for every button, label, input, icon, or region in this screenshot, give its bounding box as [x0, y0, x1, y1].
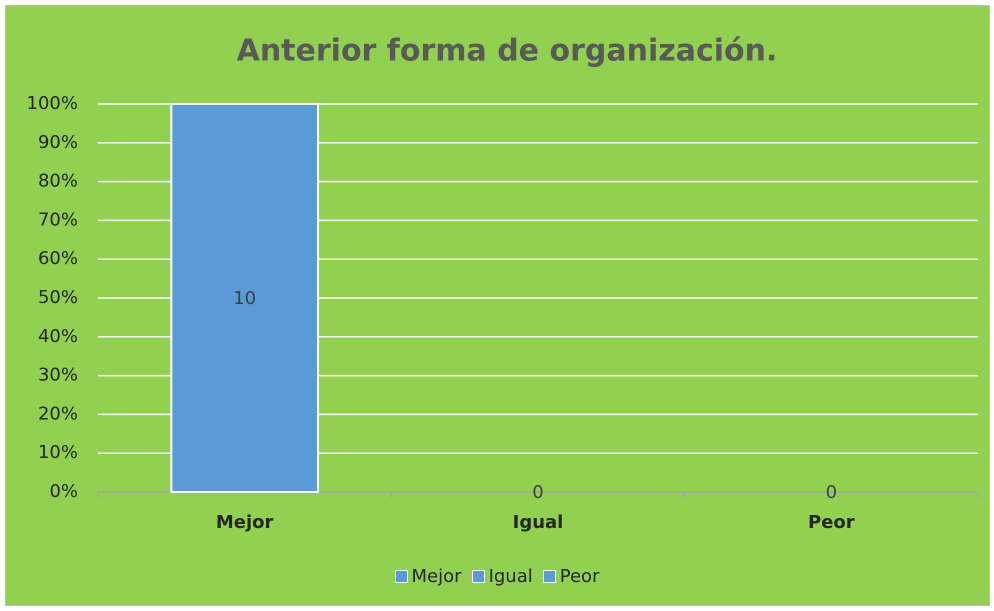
x-tick-label: Mejor: [216, 512, 274, 533]
legend-swatch: [471, 570, 485, 583]
y-tick-label: 40%: [38, 326, 78, 347]
x-tick-label: Igual: [513, 512, 564, 533]
y-tick-label: 0%: [49, 481, 78, 502]
y-tick-label: 30%: [38, 365, 78, 386]
data-label: 0: [826, 482, 837, 503]
legend-label: Mejor: [411, 566, 462, 587]
y-tick-label: 10%: [38, 442, 78, 463]
legend-item: Mejor: [394, 566, 462, 587]
legend-swatch: [542, 570, 556, 583]
legend-item: Igual: [471, 566, 533, 587]
legend-item: Peor: [542, 566, 600, 587]
y-tick-label: 70%: [38, 209, 78, 230]
y-tick-label: 20%: [38, 403, 78, 424]
legend-swatch: [394, 570, 408, 583]
chart-background: [5, 5, 990, 606]
legend-label: Peor: [559, 566, 600, 587]
bar: [170, 103, 319, 493]
data-label: 10: [233, 288, 256, 309]
y-tick-label: 80%: [38, 171, 78, 192]
chart-title: Anterior forma de organización.: [237, 34, 778, 69]
y-tick-label: 50%: [38, 287, 78, 308]
y-tick-label: 60%: [38, 248, 78, 269]
legend: Mejor Igual Peor: [0, 566, 994, 587]
y-tick-label: 90%: [38, 132, 78, 153]
data-label: 0: [532, 482, 543, 503]
legend-label: Igual: [488, 566, 533, 587]
y-tick-label: 100%: [27, 93, 78, 114]
x-tick-label: Peor: [808, 512, 855, 533]
